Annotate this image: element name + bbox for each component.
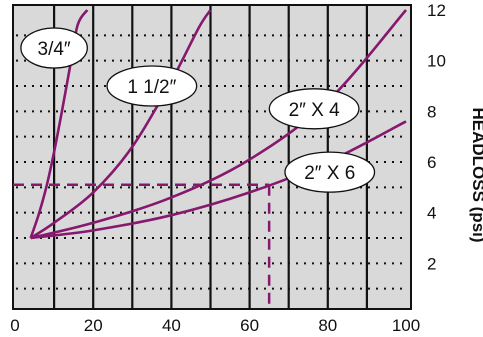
y-tick-label: 6 [427,153,436,172]
y-tick-label: 12 [427,1,446,20]
x-tick-label: 20 [84,316,103,335]
series-label: 2″ X 4 [289,100,341,121]
y-axis-ticks: 2 4 6 8 10 12 [427,1,446,273]
series-label-bubble [20,27,88,69]
x-tick-label: 80 [318,316,337,335]
y-tick-label: 10 [427,52,446,71]
x-tick-label: 0 [10,316,19,335]
y-tick-label: 4 [427,204,436,223]
series-label: 2″ X 6 [304,163,355,184]
y-axis-label: HEADLOSS (psi) [469,107,483,242]
series-label-bubble [284,151,376,193]
horizontal-gridlines [16,34,408,290]
series-label-bubble [268,88,360,130]
series-curves [29,9,407,240]
series-line-1 [29,9,89,239]
x-tick-label: 100 [392,316,420,335]
reference-lines [13,183,271,309]
series-label-bubble [106,65,198,107]
series-label: 1 1/2″ [127,77,176,98]
series-labels: 3/4″ 1 1/2″ 2″ X 4 2″ X 6 [20,27,376,193]
x-tick-label: 60 [240,316,259,335]
x-tick-label: 40 [162,316,181,335]
y-tick-label: 2 [427,254,436,273]
series-line-3 [30,9,407,240]
y-tick-label: 8 [427,102,436,121]
x-axis-ticks: 0 20 40 60 80 100 [10,316,420,335]
series-line-2 [29,9,212,240]
series-label: 3/4″ [38,39,71,60]
